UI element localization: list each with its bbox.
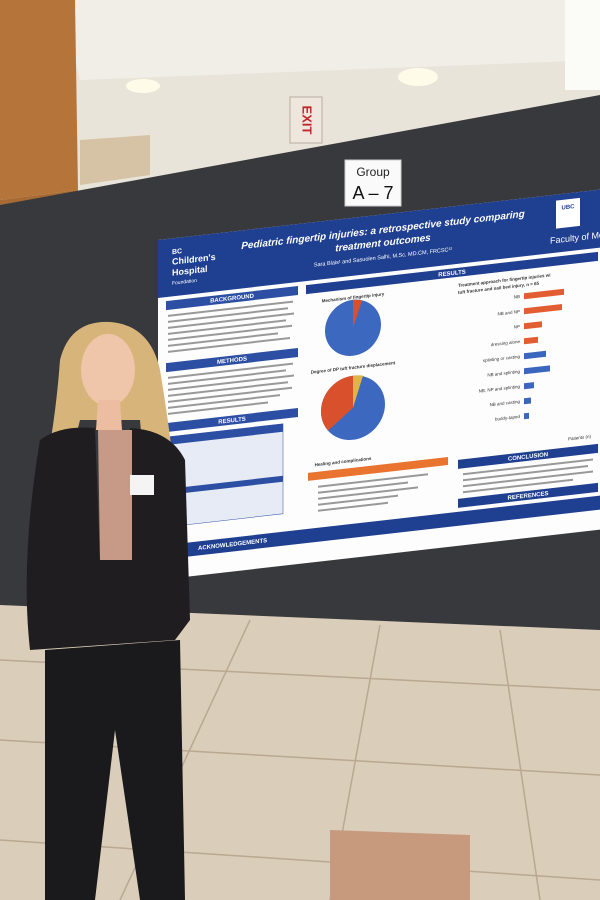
wood-wall [0, 0, 78, 200]
text-line [168, 374, 294, 391]
neck [96, 400, 122, 430]
treatment-chart: NB NB and NP NP dressing alone splinting or … [479, 288, 564, 422]
ceiling-light [126, 79, 160, 93]
logo-text: Foundation [172, 278, 197, 287]
text-lines [168, 300, 294, 353]
person [26, 321, 190, 900]
bar [524, 303, 562, 315]
section-title: METHODS [217, 356, 247, 365]
group-id: A – 7 [352, 183, 393, 203]
face [81, 334, 135, 406]
name-badge [130, 475, 154, 495]
bar [524, 288, 564, 300]
axis-label: Patients (n) [568, 434, 591, 442]
bar [524, 365, 550, 375]
section-bar [166, 348, 298, 373]
text-line [168, 394, 280, 409]
logo-text: Hospital [172, 264, 207, 278]
ubc-text: UBC [562, 204, 576, 212]
section-title: RESULTS [218, 417, 245, 426]
bar [524, 321, 542, 330]
bar [524, 350, 546, 360]
text-line [318, 486, 418, 500]
bar-label: buddy-taped [495, 414, 520, 422]
section-title: BACKGROUND [210, 294, 255, 305]
text-line [463, 470, 593, 488]
text-line [168, 401, 268, 415]
text-line [168, 362, 293, 379]
pants [45, 640, 185, 900]
bar-label: NB [514, 294, 520, 300]
text-line [463, 465, 588, 482]
text-line [318, 481, 408, 494]
text-line [168, 307, 288, 323]
wall [80, 135, 150, 185]
bar-label: NB and NP [498, 309, 520, 317]
poster-header [158, 189, 600, 298]
table-header [168, 423, 283, 445]
text-line [318, 501, 388, 512]
exit-box [289, 96, 323, 144]
text-line [168, 386, 292, 403]
bar [524, 336, 538, 345]
poster: BC Children's Hospital Foundation Pediat… [158, 189, 600, 580]
pie-slice [353, 299, 362, 328]
text-lines [463, 458, 593, 494]
floor-accent [330, 830, 470, 900]
logo-text: BC [172, 248, 182, 256]
bar-label: splinting or casting [483, 354, 521, 363]
bar-label: NB and casting [490, 399, 521, 408]
logo-text: Children's [172, 252, 216, 267]
text-lines [318, 473, 428, 512]
section-bar [166, 408, 298, 433]
bar [524, 412, 529, 420]
text-line [168, 324, 292, 341]
text-line [318, 473, 428, 488]
tile-line [499, 629, 541, 900]
ceiling-panel [60, 0, 600, 80]
group-sign: Group A – 7 [344, 159, 402, 207]
text-line [463, 478, 573, 494]
bar [524, 382, 534, 390]
top [98, 430, 132, 560]
ubc-crest [556, 197, 580, 229]
section-bar [458, 443, 598, 469]
text-line [168, 319, 286, 335]
chart-title: Healing and complications [315, 456, 372, 468]
section-title: RESULTS [438, 270, 465, 279]
section-bar [458, 482, 598, 508]
bar-label: NB and splinting [487, 369, 520, 378]
section-bar [166, 286, 298, 311]
pie-slice [353, 375, 363, 408]
text-line [168, 369, 286, 385]
exit-text: EXIT [300, 106, 315, 135]
bar-label: NP [514, 324, 520, 330]
acknowledgements-bar [158, 495, 600, 560]
exit-sign: EXIT [289, 96, 323, 144]
text-line [168, 336, 290, 353]
pie-slice [320, 375, 353, 431]
text-line [168, 312, 294, 329]
ceiling-light [398, 68, 438, 86]
text-line [168, 381, 288, 397]
pie [325, 299, 381, 356]
sign-card [344, 159, 402, 207]
bar [524, 397, 531, 405]
highlight-bar [308, 456, 448, 481]
text-line [318, 494, 398, 506]
section-title: REFERENCES [508, 491, 549, 502]
section-title: CONCLUSION [508, 452, 548, 463]
text-line [463, 458, 593, 476]
group-label: Group [356, 165, 390, 179]
text-line [168, 300, 293, 317]
text-line [168, 332, 278, 347]
section-bar [306, 251, 598, 295]
window [565, 0, 600, 90]
bar-label: dressing alone [491, 339, 521, 347]
table-header [168, 475, 283, 495]
text-lines [168, 362, 294, 415]
bar-label: NB, NP and splinting [479, 384, 521, 394]
